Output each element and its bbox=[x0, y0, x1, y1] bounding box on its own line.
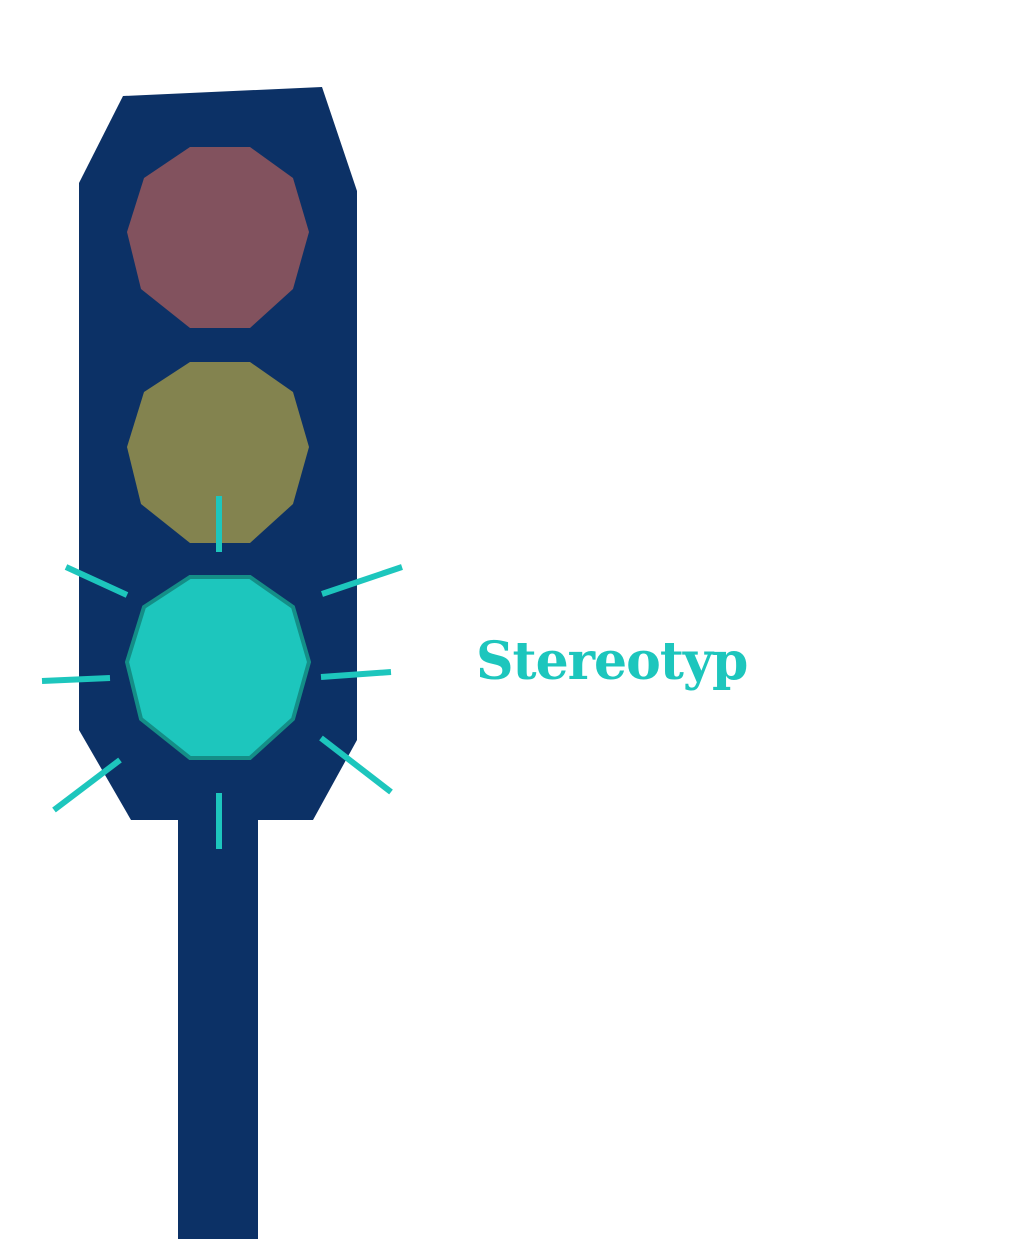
traffic-light-pole bbox=[178, 800, 258, 1239]
glow-ray-right bbox=[320, 669, 392, 680]
yellow-light bbox=[127, 362, 309, 543]
green-light bbox=[124, 575, 312, 760]
glow-ray-upper-left bbox=[64, 564, 129, 598]
stereotyp-label: Stereotyp bbox=[476, 631, 748, 692]
glow-ray-lower-left bbox=[52, 757, 122, 813]
red-light bbox=[127, 147, 309, 328]
glow-rays bbox=[41, 496, 403, 849]
glow-ray-lower-right bbox=[319, 735, 393, 795]
glow-ray-upper-right bbox=[321, 564, 403, 597]
glow-ray-left bbox=[41, 675, 111, 684]
